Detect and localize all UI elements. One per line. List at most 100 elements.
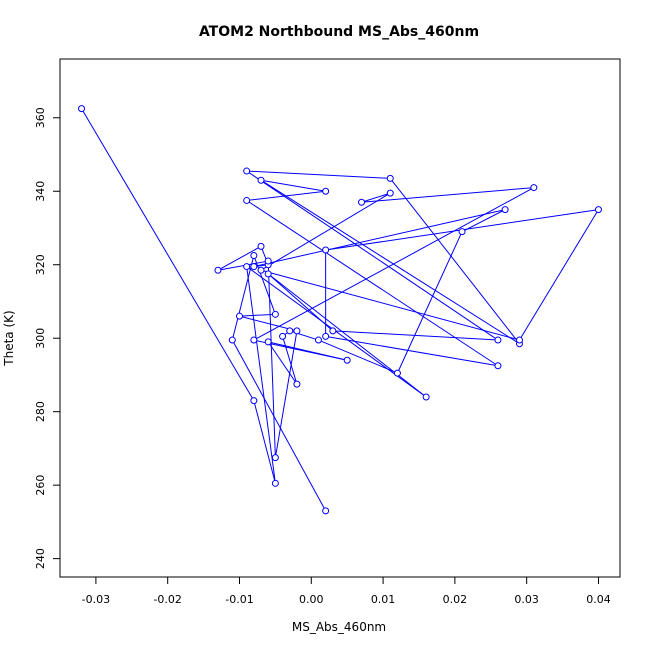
data-point — [358, 198, 366, 206]
data-point — [386, 189, 394, 197]
data-point — [257, 242, 265, 250]
series-segment — [81, 108, 255, 401]
y-tick-label: 280 — [34, 401, 47, 422]
series-segment — [231, 339, 327, 512]
x-tick-label: -0.02 — [153, 593, 181, 606]
series-segment — [268, 341, 348, 361]
series-segment — [260, 192, 391, 271]
series-segment — [246, 170, 391, 179]
series-segment — [253, 187, 535, 341]
series-segment — [217, 245, 262, 271]
data-point — [322, 246, 330, 254]
data-point — [286, 327, 294, 335]
series-segment — [361, 192, 391, 203]
series-segment — [361, 187, 534, 203]
data-point — [257, 266, 265, 274]
data-point — [271, 310, 279, 318]
series-segment — [461, 209, 506, 233]
data-point — [264, 338, 272, 346]
data-point — [243, 196, 251, 204]
data-point — [343, 356, 351, 364]
series-segment — [253, 255, 276, 315]
series-segment — [246, 266, 276, 484]
series-segment — [267, 273, 334, 332]
data-point — [293, 380, 301, 388]
x-tick-label: 0.00 — [299, 593, 324, 606]
data-point — [322, 507, 330, 515]
y-tick-label: 360 — [34, 107, 47, 128]
data-point — [78, 105, 86, 113]
x-tick-label: 0.04 — [586, 593, 611, 606]
y-tick-label: 320 — [34, 254, 47, 275]
data-point — [264, 270, 272, 278]
data-point — [322, 187, 330, 195]
chart-title: ATOM2 Northbound MS_Abs_460nm — [199, 24, 479, 40]
data-point — [250, 336, 258, 344]
data-point — [250, 252, 258, 260]
y-tick-label: 340 — [34, 181, 47, 202]
x-tick-label: 0.01 — [371, 593, 396, 606]
y-axis-label: Theta (K) — [2, 310, 16, 366]
series-segment — [246, 170, 499, 341]
series-segment — [267, 341, 298, 385]
data-point — [214, 266, 222, 274]
data-point — [494, 336, 502, 344]
data-point — [293, 327, 301, 335]
data-point — [393, 369, 401, 377]
data-point — [243, 167, 251, 175]
data-point — [250, 263, 258, 271]
x-axis-label: MS_Abs_460nm — [292, 620, 386, 634]
series-segment — [253, 209, 506, 268]
data-point — [250, 397, 258, 405]
series-segment — [260, 179, 520, 345]
series-segment — [246, 190, 326, 201]
x-tick-label: 0.02 — [443, 593, 468, 606]
x-tick-label: -0.03 — [82, 593, 110, 606]
y-axis: 240 260 280 300 320 340 360 — [34, 107, 61, 569]
series-segment — [325, 335, 499, 367]
data-point — [264, 257, 272, 265]
y-tick-label: 240 — [34, 548, 47, 569]
data-point — [422, 393, 430, 401]
series-segment — [389, 178, 520, 345]
series-segment — [519, 209, 599, 341]
series-segment — [282, 336, 298, 385]
data-point — [235, 312, 243, 320]
series-segment — [253, 400, 276, 484]
series-segment — [260, 269, 520, 341]
series-segment — [318, 339, 398, 374]
data-point — [314, 336, 322, 344]
series-segment — [267, 261, 276, 458]
data-point — [386, 174, 394, 182]
x-tick-label: -0.01 — [225, 593, 253, 606]
x-axis: -0.03 -0.02 -0.01 0.00 0.01 0.02 0.03 0.04 — [82, 576, 611, 606]
data-point — [494, 362, 502, 370]
data-point — [329, 327, 337, 335]
data-point — [322, 332, 330, 340]
series-segment — [396, 231, 463, 374]
y-tick-label: 300 — [34, 328, 47, 349]
series-segment — [260, 179, 326, 192]
series-segment — [231, 255, 255, 341]
data-point — [271, 454, 279, 462]
series-points — [78, 105, 602, 515]
series-segment — [217, 260, 269, 271]
data-point — [515, 336, 523, 344]
y-tick-label: 260 — [34, 475, 47, 496]
data-point — [458, 228, 466, 236]
data-point — [257, 176, 265, 184]
series-segment — [246, 200, 499, 367]
data-point — [530, 184, 538, 192]
data-point — [279, 332, 287, 340]
series-segment — [332, 330, 498, 341]
data-point — [271, 479, 279, 487]
data-point — [501, 206, 509, 214]
data-point — [594, 206, 602, 214]
series-segment — [274, 330, 298, 458]
x-tick-label: 0.03 — [514, 593, 539, 606]
data-point — [228, 336, 236, 344]
data-point — [243, 263, 251, 271]
series-segment — [239, 313, 276, 317]
